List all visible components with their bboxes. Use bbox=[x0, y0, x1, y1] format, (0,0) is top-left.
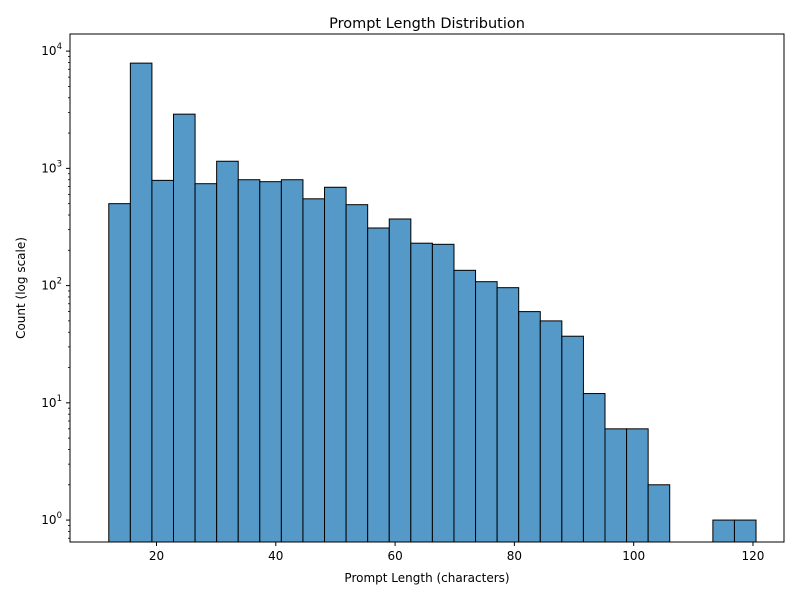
y-tick-label: 100 bbox=[41, 511, 62, 527]
x-tick-label: 100 bbox=[622, 549, 645, 563]
chart-title: Prompt Length Distribution bbox=[329, 16, 525, 32]
y-axis-label: Count (log scale) bbox=[14, 237, 28, 339]
histogram-bar bbox=[172, 113, 196, 543]
histogram-bar bbox=[561, 335, 584, 543]
y-tick-label: 101 bbox=[41, 394, 62, 410]
histogram-bar bbox=[259, 181, 282, 543]
bars-group bbox=[108, 62, 757, 543]
histogram-bar bbox=[129, 62, 153, 543]
histogram-bar bbox=[280, 179, 304, 543]
plot-frame bbox=[69, 33, 785, 543]
histogram-bar bbox=[216, 160, 239, 543]
histogram-bar bbox=[410, 242, 433, 543]
histogram-bar bbox=[388, 218, 412, 543]
histogram-bar bbox=[626, 428, 649, 543]
histogram-bar bbox=[496, 287, 520, 543]
histogram-bar bbox=[367, 227, 390, 543]
histogram-bar bbox=[237, 179, 261, 543]
y-tick-label: 103 bbox=[41, 159, 62, 175]
histogram-bar bbox=[431, 243, 455, 543]
x-axis: 20 40 60 80 100 120 bbox=[149, 542, 765, 563]
y-axis: 100 101 102 103 104 bbox=[41, 42, 70, 539]
histogram-bar bbox=[151, 179, 174, 543]
x-tick-label: 60 bbox=[387, 549, 402, 563]
histogram-bar bbox=[345, 204, 369, 543]
histogram-bar bbox=[194, 183, 218, 543]
histogram-bar bbox=[108, 203, 131, 543]
x-axis-label: Prompt Length (characters) bbox=[344, 571, 509, 585]
histogram-bar bbox=[712, 519, 735, 543]
histogram-bar bbox=[647, 484, 671, 543]
x-tick-label: 20 bbox=[149, 549, 164, 563]
histogram-bar bbox=[302, 198, 326, 543]
x-tick-label: 40 bbox=[268, 549, 283, 563]
x-tick-label: 120 bbox=[742, 549, 765, 563]
y-tick-label: 104 bbox=[41, 42, 62, 58]
y-tick-label: 102 bbox=[41, 277, 62, 293]
histogram-bar bbox=[475, 281, 498, 543]
histogram-bar bbox=[582, 393, 606, 543]
histogram-bar bbox=[453, 269, 477, 543]
histogram-bar bbox=[518, 311, 541, 543]
histogram-bar bbox=[604, 428, 628, 543]
histogram-bar bbox=[733, 519, 757, 543]
x-tick-label: 80 bbox=[507, 549, 522, 563]
histogram-bar bbox=[539, 320, 563, 543]
histogram-bar bbox=[324, 186, 347, 543]
